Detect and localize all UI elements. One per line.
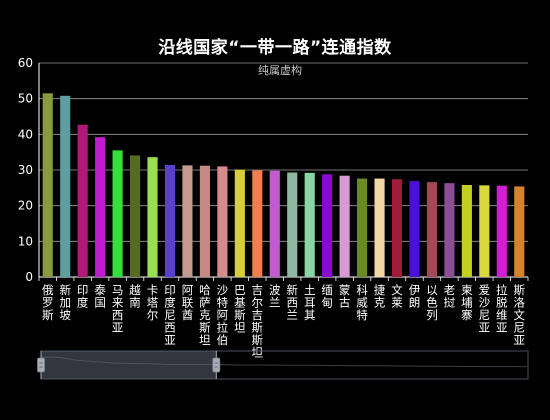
chart-title: 沿线国家“一带一路”连通指数 <box>158 38 392 58</box>
x-tick-label: 卡塔尔 <box>147 283 159 322</box>
bar[interactable] <box>496 185 507 277</box>
bar[interactable] <box>444 183 455 277</box>
bar[interactable] <box>287 172 298 277</box>
x-tick-label: 爱沙尼亚 <box>479 283 491 335</box>
bar[interactable] <box>339 175 350 277</box>
x-tick-label: 缅甸 <box>321 283 333 310</box>
bar[interactable] <box>182 165 193 277</box>
x-tick-label: 俄罗斯 <box>42 283 54 322</box>
bar[interactable] <box>217 166 228 277</box>
bar[interactable] <box>357 178 368 277</box>
x-tick-label: 伊朗 <box>409 283 421 310</box>
x-tick-label: 新西兰 <box>286 283 298 322</box>
x-tick-label: 新加坡 <box>59 283 71 322</box>
bar[interactable] <box>269 170 280 277</box>
x-tick-label: 以色列 <box>426 283 438 322</box>
bar[interactable] <box>147 157 158 277</box>
bar[interactable] <box>322 174 333 277</box>
x-tick-label: 吉尔吉斯斯坦 <box>252 283 264 360</box>
x-tick-label: 泰国 <box>94 283 106 310</box>
bar[interactable] <box>479 185 490 277</box>
x-tick-label: 印度尼西亚 <box>164 283 176 347</box>
x-tick-label: 土耳其 <box>304 283 316 322</box>
y-tick-label: 0 <box>25 270 33 284</box>
y-tick-label: 30 <box>18 163 33 177</box>
bar[interactable] <box>112 150 123 277</box>
y-tick-label: 40 <box>18 127 33 141</box>
bar[interactable] <box>304 172 315 277</box>
y-tick-label: 10 <box>18 234 33 248</box>
zoom-handle-right[interactable] <box>212 357 221 373</box>
bar[interactable] <box>42 93 53 277</box>
bar[interactable] <box>199 165 210 277</box>
x-tick-label: 沙特阿拉伯 <box>217 283 229 347</box>
bar[interactable] <box>409 181 420 277</box>
bar[interactable] <box>164 165 176 277</box>
x-tick-label: 蒙古 <box>339 283 351 310</box>
zoom-selected-range[interactable] <box>41 351 217 379</box>
bar[interactable] <box>95 137 106 277</box>
bar[interactable] <box>252 170 263 277</box>
x-tick-label: 科威特 <box>356 283 368 322</box>
bar[interactable] <box>426 182 438 277</box>
y-tick-label: 60 <box>18 56 33 70</box>
y-tick-label: 50 <box>18 92 33 106</box>
bar[interactable] <box>374 178 385 277</box>
zoom-handle-left[interactable] <box>37 357 45 373</box>
chart-subtitle: 纯属虚构 <box>258 64 302 77</box>
x-tick-label: 老挝 <box>444 283 456 310</box>
x-tick-label: 文莱 <box>391 283 403 310</box>
x-tick-label: 越南 <box>129 283 141 310</box>
x-tick-label: 捷克 <box>374 283 386 310</box>
x-tick-label: 巴基斯坦 <box>234 283 246 335</box>
bar[interactable] <box>461 184 472 277</box>
x-tick-label: 拉脱维亚 <box>496 283 508 335</box>
x-tick-label: 阿联酋 <box>182 283 194 322</box>
x-tick-label: 印度 <box>77 283 89 310</box>
x-tick-label: 波兰 <box>269 283 281 310</box>
bar[interactable] <box>514 186 525 277</box>
x-tick-label: 哈萨克斯坦 <box>199 283 211 347</box>
bar[interactable] <box>77 124 88 277</box>
bar[interactable] <box>129 155 141 277</box>
bar[interactable] <box>234 169 245 277</box>
y-tick-label: 20 <box>18 199 33 213</box>
x-tick-label: 马来西亚 <box>112 283 124 335</box>
bar[interactable] <box>391 179 403 277</box>
bar[interactable] <box>60 95 71 278</box>
x-tick-label: 斯洛文尼亚 <box>514 283 526 347</box>
x-tick-label: 柬埔寨 <box>461 283 473 322</box>
